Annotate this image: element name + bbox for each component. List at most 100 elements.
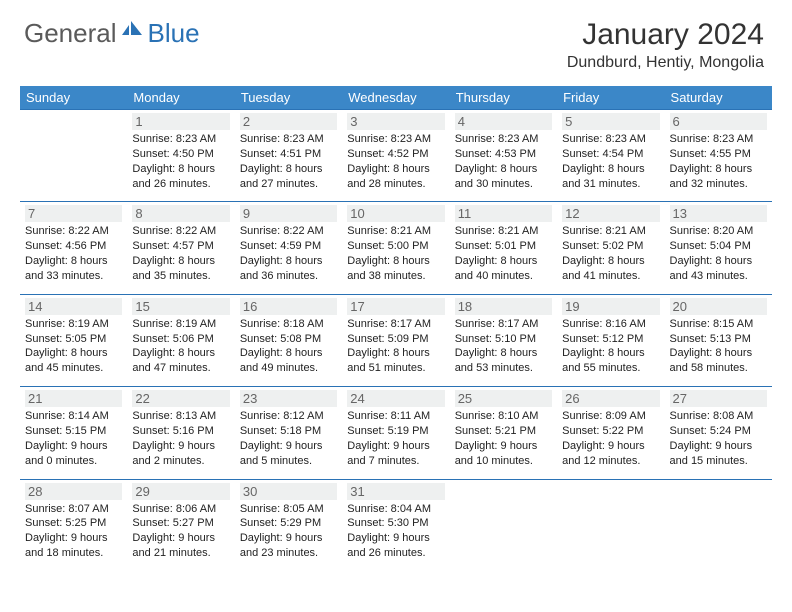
calendar-cell: 27Sunrise: 8:08 AMSunset: 5:24 PMDayligh… [665, 387, 772, 479]
detail-line: Daylight: 8 hours [132, 254, 229, 269]
detail-line: and 47 minutes. [132, 361, 229, 376]
detail-line: Sunset: 4:51 PM [240, 147, 337, 162]
calendar-cell: 23Sunrise: 8:12 AMSunset: 5:18 PMDayligh… [235, 387, 342, 479]
detail-line: Sunrise: 8:19 AM [25, 317, 122, 332]
detail-line: Daylight: 9 hours [240, 531, 337, 546]
detail-line: and 38 minutes. [347, 269, 444, 284]
detail-line: and 21 minutes. [132, 546, 229, 561]
day-details: Sunrise: 8:14 AMSunset: 5:15 PMDaylight:… [25, 409, 122, 468]
brand-text-general: General [24, 18, 117, 49]
detail-line: Sunset: 4:54 PM [562, 147, 659, 162]
detail-line: Sunrise: 8:06 AM [132, 502, 229, 517]
calendar-cell: 8 Sunrise: 8:22 AMSunset: 4:57 PMDaylight… [127, 202, 234, 294]
detail-line: and 45 minutes. [25, 361, 122, 376]
detail-line: and 51 minutes. [347, 361, 444, 376]
day-details: Sunrise: 8:21 AMSunset: 5:01 PMDaylight:… [455, 224, 552, 283]
day-number: 31 [347, 483, 444, 500]
detail-line: Sunset: 5:30 PM [347, 516, 444, 531]
detail-line: Daylight: 8 hours [347, 346, 444, 361]
calendar-cell: 15Sunrise: 8:19 AMSunset: 5:06 PMDayligh… [127, 294, 234, 386]
detail-line: Sunrise: 8:13 AM [132, 409, 229, 424]
day-details: Sunrise: 8:17 AMSunset: 5:09 PMDaylight:… [347, 317, 444, 376]
detail-line: and 32 minutes. [670, 177, 767, 192]
day-number: 24 [347, 390, 444, 407]
calendar-cell: 24 Sunrise: 8:11 AMSunset: 5:19 PMDayligh… [342, 387, 449, 479]
brand-text-blue: Blue [148, 18, 200, 49]
detail-line: and 36 minutes. [240, 269, 337, 284]
day-number: 20 [670, 298, 767, 315]
day-number: 15 [132, 298, 229, 315]
detail-line: Sunrise: 8:23 AM [562, 132, 659, 147]
detail-line: and 10 minutes. [455, 454, 552, 469]
detail-line: Sunrise: 8:04 AM [347, 502, 444, 517]
calendar-cell: 5Sunrise: 8:23 AMSunset: 4:54 PMDaylight… [557, 110, 664, 202]
detail-line: and 41 minutes. [562, 269, 659, 284]
detail-line: Sunrise: 8:14 AM [25, 409, 122, 424]
detail-line: Daylight: 9 hours [347, 439, 444, 454]
detail-line: Sunrise: 8:15 AM [670, 317, 767, 332]
detail-line: and 58 minutes. [670, 361, 767, 376]
day-number: 22 [132, 390, 229, 407]
detail-line: Daylight: 8 hours [562, 346, 659, 361]
detail-line: Sunset: 5:00 PM [347, 239, 444, 254]
calendar-cell: 29Sunrise: 8:06 AMSunset: 5:27 PMDayligh… [127, 479, 234, 571]
calendar-cell: 17Sunrise: 8:17 AMSunset: 5:09 PMDayligh… [342, 294, 449, 386]
detail-line: Daylight: 8 hours [670, 346, 767, 361]
detail-line: and 28 minutes. [347, 177, 444, 192]
detail-line: and 2 minutes. [132, 454, 229, 469]
detail-line: Daylight: 8 hours [562, 254, 659, 269]
detail-line: Sunset: 4:52 PM [347, 147, 444, 162]
day-details: Sunrise: 8:20 AMSunset: 5:04 PMDaylight:… [670, 224, 767, 283]
calendar-cell: 14 Sunrise: 8:19 AMSunset: 5:05 PMDayligh… [20, 294, 127, 386]
day-number: 16 [240, 298, 337, 315]
day-number: 10 [347, 205, 444, 222]
day-number: 19 [562, 298, 659, 315]
calendar-cell: 26Sunrise: 8:09 AMSunset: 5:22 PMDayligh… [557, 387, 664, 479]
detail-line: and 55 minutes. [562, 361, 659, 376]
day-number: 14 [25, 298, 122, 315]
calendar-table: Sunday Monday Tuesday Wednesday Thursday… [20, 86, 772, 571]
detail-line: Sunrise: 8:22 AM [132, 224, 229, 239]
detail-line: Sunrise: 8:23 AM [670, 132, 767, 147]
weekday-header: Friday [557, 86, 664, 110]
detail-line: Sunrise: 8:19 AM [132, 317, 229, 332]
day-number: 8 [132, 205, 229, 222]
detail-line: Sunrise: 8:11 AM [347, 409, 444, 424]
day-details: Sunrise: 8:23 AMSunset: 4:51 PMDaylight:… [240, 132, 337, 191]
detail-line: Sunset: 5:22 PM [562, 424, 659, 439]
calendar-cell: 18Sunrise: 8:17 AMSunset: 5:10 PMDayligh… [450, 294, 557, 386]
calendar-row: 28Sunrise: 8:07 AMSunset: 5:25 PMDayligh… [20, 479, 772, 571]
detail-line: Sunrise: 8:09 AM [562, 409, 659, 424]
calendar-cell: 7Sunrise: 8:22 AMSunset: 4:56 PMDaylight… [20, 202, 127, 294]
day-details: Sunrise: 8:11 AMSunset: 5:19 PMDaylight:… [347, 409, 444, 468]
day-details: Sunrise: 8:19 AMSunset: 5:05 PMDaylight:… [25, 317, 122, 376]
detail-line: Sunrise: 8:21 AM [455, 224, 552, 239]
detail-line: Daylight: 8 hours [25, 346, 122, 361]
detail-line: Sunset: 4:57 PM [132, 239, 229, 254]
day-number: 9 [240, 205, 337, 222]
detail-line: Sunrise: 8:05 AM [240, 502, 337, 517]
detail-line: Daylight: 9 hours [670, 439, 767, 454]
detail-line: Sunset: 5:02 PM [562, 239, 659, 254]
detail-line: Sunset: 5:06 PM [132, 332, 229, 347]
day-number: 12 [562, 205, 659, 222]
detail-line: Sunrise: 8:23 AM [240, 132, 337, 147]
weekday-header: Thursday [450, 86, 557, 110]
detail-line: Sunset: 5:05 PM [25, 332, 122, 347]
detail-line: Sunrise: 8:17 AM [455, 317, 552, 332]
detail-line: Sunset: 5:13 PM [670, 332, 767, 347]
detail-line: and 0 minutes. [25, 454, 122, 469]
day-details: Sunrise: 8:23 AMSunset: 4:50 PMDaylight:… [132, 132, 229, 191]
detail-line: Daylight: 8 hours [562, 162, 659, 177]
detail-line: Sunrise: 8:21 AM [347, 224, 444, 239]
detail-line: Sunset: 5:08 PM [240, 332, 337, 347]
day-details: Sunrise: 8:22 AMSunset: 4:56 PMDaylight:… [25, 224, 122, 283]
detail-line: Daylight: 8 hours [240, 162, 337, 177]
day-details: Sunrise: 8:23 AMSunset: 4:52 PMDaylight:… [347, 132, 444, 191]
detail-line: Sunset: 5:10 PM [455, 332, 552, 347]
detail-line: Daylight: 8 hours [455, 162, 552, 177]
detail-line: Sunset: 5:01 PM [455, 239, 552, 254]
day-number: 27 [670, 390, 767, 407]
day-details: Sunrise: 8:07 AMSunset: 5:25 PMDaylight:… [25, 502, 122, 561]
detail-line: Daylight: 9 hours [132, 439, 229, 454]
